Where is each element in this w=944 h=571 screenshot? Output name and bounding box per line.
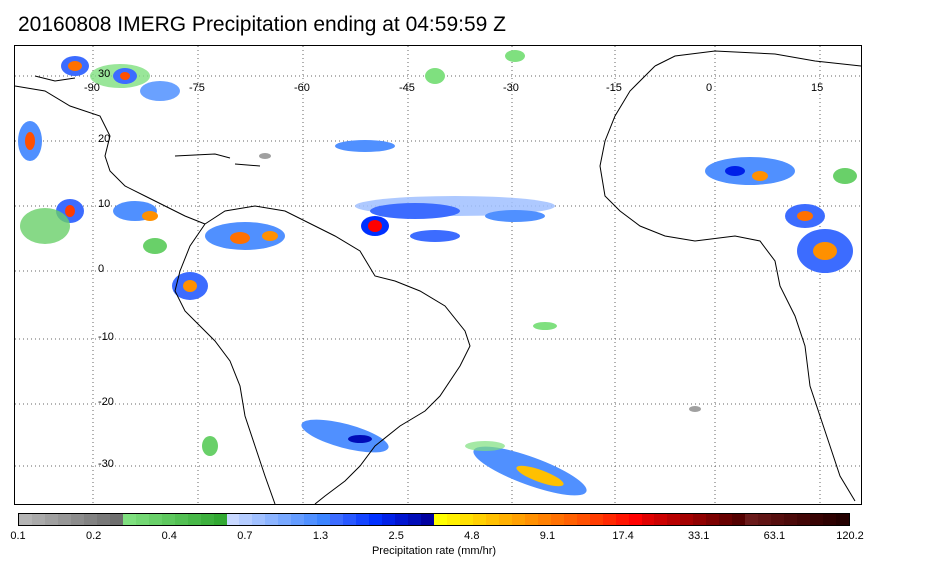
colorbar-swatch	[135, 514, 149, 525]
lon-tick-label: -45	[399, 82, 415, 94]
colorbar-swatch	[226, 514, 240, 525]
colorbar-swatch	[161, 514, 175, 525]
colorbar-swatch	[485, 514, 499, 525]
colorbar-swatch	[680, 514, 694, 525]
lat-tick-label: 30	[98, 68, 111, 80]
colorbar-swatch	[382, 514, 396, 525]
colorbar-tick-label: 0.7	[237, 530, 253, 542]
lat-tick-label: -30	[98, 458, 114, 470]
colorbar-swatch	[602, 514, 616, 525]
colorbar-swatch	[719, 514, 733, 525]
colorbar	[18, 513, 850, 526]
colorbar-swatch	[239, 514, 253, 525]
lat-tick-label: 20	[98, 133, 111, 145]
colorbar-swatch	[589, 514, 603, 525]
colorbar-swatch	[732, 514, 746, 525]
colorbar-swatch	[667, 514, 681, 525]
colorbar-tick-label: 17.4	[612, 530, 634, 542]
colorbar-swatch	[836, 514, 849, 525]
colorbar-swatch	[758, 514, 772, 525]
colorbar-swatch	[421, 514, 434, 525]
colorbar-swatch	[550, 514, 564, 525]
grid-lines	[15, 46, 861, 504]
lon-tick-label: -60	[294, 82, 310, 94]
colorbar-swatch	[31, 514, 45, 525]
colorbar-swatch	[797, 514, 811, 525]
colorbar-tick-label: 0.2	[85, 530, 102, 542]
colorbar-swatch	[356, 514, 370, 525]
colorbar-swatch	[278, 514, 292, 525]
colorbar-swatch	[83, 514, 97, 525]
colorbar-swatch	[654, 514, 668, 525]
colorbar-tick-label: 9.1	[539, 530, 556, 542]
colorbar-swatch	[576, 514, 590, 525]
colorbar-swatch	[771, 514, 785, 525]
colorbar-swatch	[57, 514, 71, 525]
colorbar-swatch	[122, 514, 136, 525]
colorbar-swatch	[70, 514, 84, 525]
colorbar-swatch	[498, 514, 512, 525]
colorbar-swatch	[252, 514, 266, 525]
lon-tick-label: -30	[503, 82, 519, 94]
colorbar-swatch	[615, 514, 629, 525]
colorbar-swatch	[434, 514, 447, 525]
colorbar-swatch	[784, 514, 798, 525]
colorbar-title: Precipitation rate (mm/hr)	[371, 545, 497, 557]
colorbar-swatch	[148, 514, 162, 525]
colorbar-swatch	[317, 514, 331, 525]
colorbar-swatch	[408, 514, 422, 525]
colorbar-tick-label: 120.2	[836, 530, 864, 542]
colorbar-swatch	[19, 514, 32, 525]
precipitation-areas	[18, 50, 857, 496]
lat-tick-label: 10	[98, 198, 111, 210]
map-canvas	[15, 46, 861, 504]
colorbar-swatch	[304, 514, 318, 525]
colorbar-swatch	[628, 514, 642, 525]
colorbar-tick-label: 63.1	[763, 530, 786, 542]
colorbar-swatch	[706, 514, 720, 525]
colorbar-tick-label: 1.3	[312, 530, 329, 542]
lat-tick-label: 0	[98, 263, 105, 275]
lon-tick-label: -90	[84, 82, 100, 94]
colorbar-swatch	[265, 514, 279, 525]
colorbar-swatch	[369, 514, 383, 525]
lat-tick-label: -10	[98, 331, 114, 343]
colorbar-swatch	[745, 514, 759, 525]
map-title: 20160808 IMERG Precipitation ending at 0…	[18, 13, 506, 36]
colorbar-swatch	[395, 514, 409, 525]
colorbar-swatch	[472, 514, 486, 525]
colorbar-swatch	[537, 514, 551, 525]
lon-tick-label: 15	[811, 82, 824, 94]
colorbar-swatch	[174, 514, 188, 525]
colorbar-tick-label: 2.5	[388, 530, 404, 542]
colorbar-swatch	[459, 514, 473, 525]
colorbar-tick-label: 0.4	[161, 530, 177, 542]
colorbar-swatch	[187, 514, 201, 525]
colorbar-swatch	[446, 514, 460, 525]
colorbar-tick-label: 4.8	[464, 530, 480, 542]
lat-tick-label: -20	[98, 396, 114, 408]
colorbar-swatch	[641, 514, 655, 525]
coastlines	[15, 50, 861, 504]
colorbar-swatch	[44, 514, 58, 525]
colorbar-swatch	[693, 514, 707, 525]
colorbar-swatch	[291, 514, 305, 525]
colorbar-swatch	[330, 514, 344, 525]
colorbar-swatch	[563, 514, 577, 525]
colorbar-swatch	[810, 514, 824, 525]
colorbar-swatch	[109, 514, 123, 525]
colorbar-swatch	[511, 514, 525, 525]
colorbar-swatch	[524, 514, 538, 525]
colorbar-swatch	[343, 514, 357, 525]
colorbar-swatch	[96, 514, 110, 525]
colorbar-tick-label: 33.1	[688, 530, 710, 542]
lon-tick-label: -15	[606, 82, 622, 94]
colorbar-swatch	[200, 514, 214, 525]
colorbar-swatch	[823, 514, 837, 525]
colorbar-swatch	[213, 514, 227, 525]
lon-tick-label: -75	[189, 82, 205, 94]
lon-tick-label: 0	[706, 82, 713, 94]
precipitation-map	[14, 45, 862, 505]
colorbar-tick-label: 0.1	[10, 530, 26, 542]
